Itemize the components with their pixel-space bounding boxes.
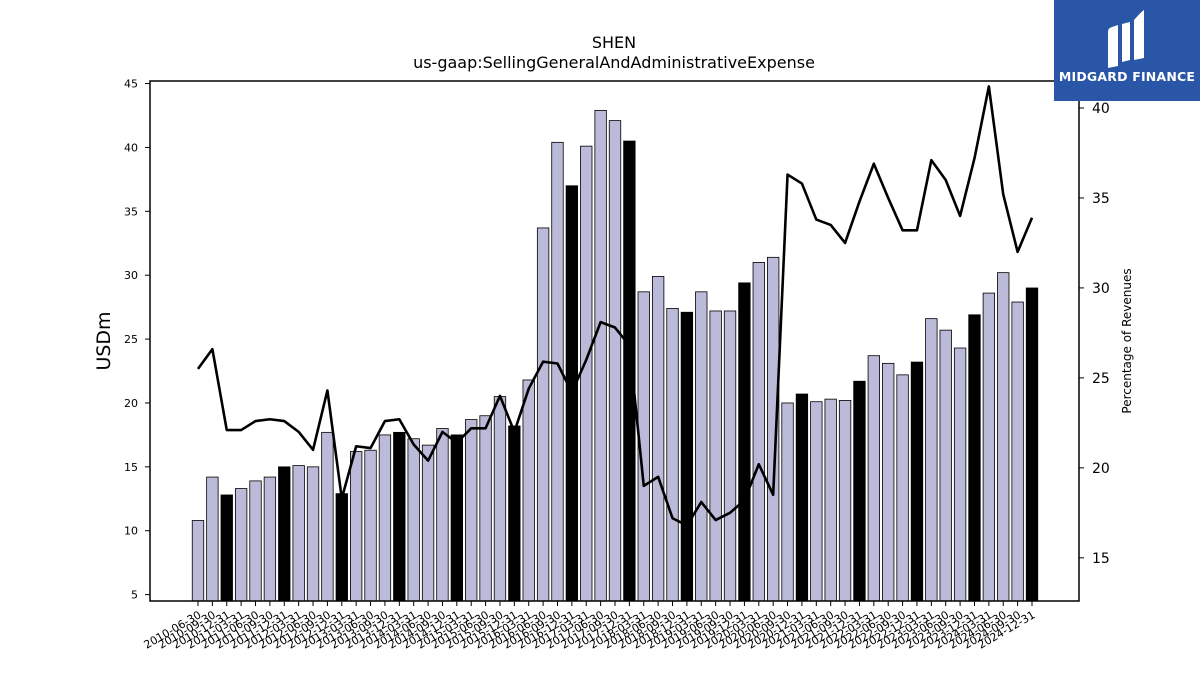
bar: [536, 227, 550, 602]
bar: [407, 438, 420, 602]
y-tick-label: 45: [124, 78, 138, 91]
bar: [968, 314, 981, 602]
bar: [623, 140, 636, 602]
y-tick-label: 25: [124, 333, 138, 346]
bar: [738, 282, 751, 602]
bar: [522, 379, 535, 602]
bar: [364, 449, 377, 602]
bar: [896, 374, 909, 602]
bar: [393, 431, 406, 602]
y2-axis-label: Percentage of Revenues: [1120, 268, 1134, 413]
y-tick-label: 35: [124, 205, 138, 218]
bar: [1025, 287, 1039, 602]
bar: [350, 451, 363, 602]
bar: [853, 380, 866, 602]
bar: [450, 434, 463, 602]
bar: [723, 310, 737, 602]
bar: [465, 419, 478, 602]
y-tick-label: 20: [124, 397, 138, 410]
bar: [953, 347, 967, 602]
bar: [206, 476, 219, 602]
bar: [867, 355, 880, 602]
bar: [680, 311, 694, 602]
series-line: [196, 85, 1034, 527]
y2-tick-label: 25: [1092, 371, 1110, 387]
bar: [939, 329, 952, 602]
bar: [781, 402, 794, 602]
bar: [709, 310, 722, 602]
bar: [335, 493, 348, 602]
y-axis-label: USDm: [93, 311, 115, 370]
logo-mark-icon: [1108, 10, 1144, 68]
bar: [695, 291, 708, 602]
bar: [278, 466, 291, 602]
bar: [234, 488, 248, 602]
bar: [479, 415, 492, 602]
y-tick-label: 5: [131, 589, 138, 602]
bar: [321, 431, 334, 602]
bar: [594, 109, 607, 602]
bar: [651, 276, 665, 602]
line-layer: [196, 85, 1034, 527]
bar: [191, 520, 205, 602]
y2-tick-label: 15: [1092, 551, 1110, 567]
bar: [882, 362, 895, 602]
bar-layer: [191, 109, 1039, 602]
bar: [220, 494, 233, 602]
bar: [580, 145, 593, 602]
logo-text: MIDGARD FINANCE: [1058, 69, 1196, 84]
bar: [824, 398, 837, 602]
bar: [910, 361, 924, 602]
y-tick-label: 15: [124, 461, 138, 474]
bar: [493, 396, 507, 602]
bar: [378, 434, 392, 602]
brand-logo: MIDGARD FINANCE: [1054, 0, 1200, 101]
bar: [508, 425, 521, 602]
bar: [263, 476, 277, 602]
left-axis: 5 10 15 20 25 30 35 40 45: [124, 78, 150, 602]
y-tick-label: 40: [124, 141, 138, 154]
bar: [292, 465, 305, 602]
bar: [306, 466, 320, 602]
bar: [838, 400, 852, 602]
bar: [1011, 301, 1024, 602]
bar: [810, 401, 823, 602]
y-tick-label: 30: [124, 269, 138, 282]
bar: [795, 393, 809, 602]
chart-title: SHEN: [592, 33, 636, 52]
bar: [997, 272, 1010, 602]
bar: [752, 262, 765, 602]
bar: [925, 318, 938, 602]
bar: [982, 292, 996, 602]
y2-tick-label: 30: [1092, 281, 1110, 297]
bar: [249, 480, 262, 602]
chart-subtitle: us-gaap:SellingGeneralAndAdministrativeE…: [413, 53, 815, 72]
bar: [421, 444, 435, 602]
y2-tick-label: 40: [1092, 101, 1110, 117]
bar: [666, 308, 679, 602]
y-tick-label: 10: [124, 525, 138, 538]
right-axis: 15 20 25 30 35 40: [1079, 101, 1110, 567]
y2-tick-label: 20: [1092, 461, 1110, 477]
bar: [436, 428, 449, 602]
bar: [608, 120, 622, 602]
x-axis: 2010-06-302010-09-302010-12-312011-03-31…: [142, 601, 1038, 652]
y2-tick-label: 35: [1092, 191, 1110, 207]
